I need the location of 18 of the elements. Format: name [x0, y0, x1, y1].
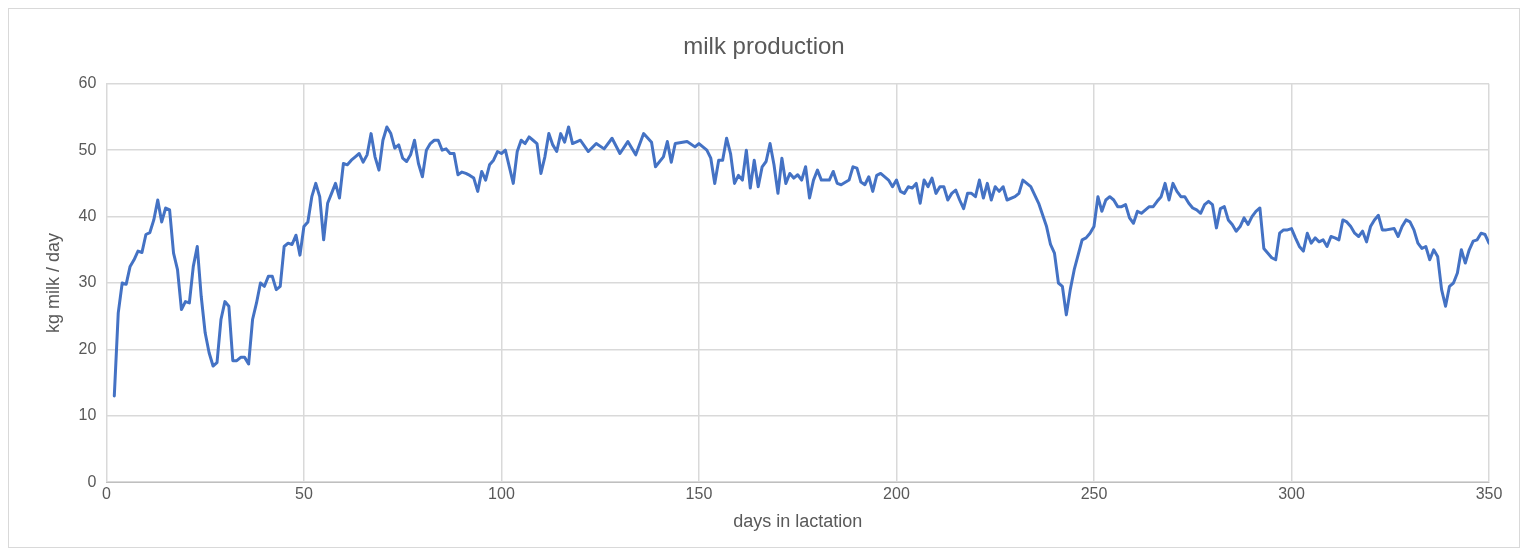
x-tick-label: 50	[295, 485, 313, 503]
y-tick-label: 50	[78, 140, 97, 158]
x-tick-label: 0	[101, 485, 111, 503]
x-tick-label: 350	[1475, 485, 1503, 503]
y-axis-title: kg milk / day	[42, 232, 63, 334]
y-tick-label: 60	[78, 74, 97, 92]
y-tick-label: 10	[78, 406, 97, 424]
y-tick-label: 0	[87, 472, 97, 490]
x-tick-label: 300	[1278, 485, 1305, 503]
x-axis-title: days in lactation	[733, 511, 863, 532]
x-tick-label: 250	[1080, 485, 1108, 503]
y-tick-label: 20	[78, 339, 97, 357]
x-tick-label: 150	[685, 485, 713, 503]
x-tick-label: 100	[488, 485, 515, 503]
y-tick-label: 40	[78, 207, 97, 225]
x-tick-label: 200	[883, 485, 910, 503]
chart-title: milk production	[683, 32, 845, 60]
y-tick-label: 30	[78, 273, 97, 291]
